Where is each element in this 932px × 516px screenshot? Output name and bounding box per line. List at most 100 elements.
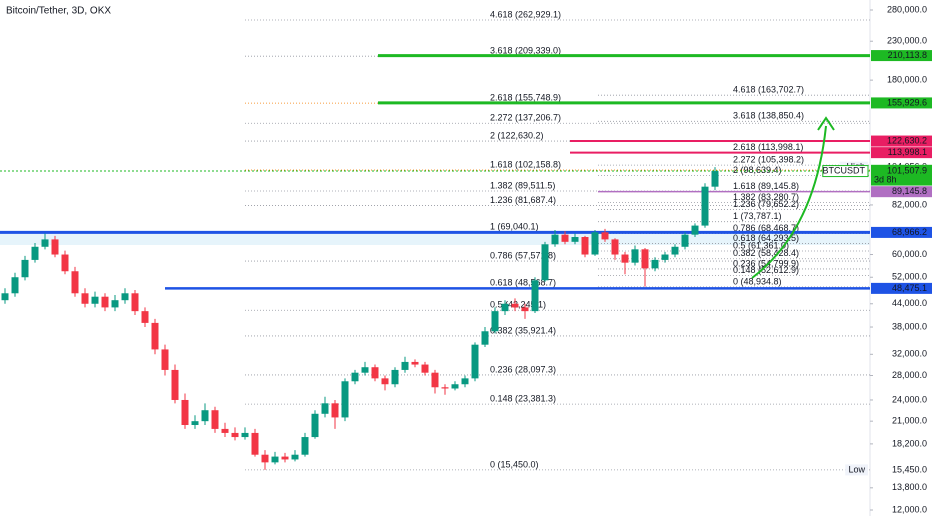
- fib-label: 0.786 (57,571.8): [490, 250, 556, 260]
- candle-body: [231, 432, 239, 438]
- candle-body: [111, 300, 119, 308]
- price-badge-label: 122,630.2: [887, 135, 927, 145]
- price-badge: [871, 226, 932, 238]
- price-badge-label: 68,966.2: [892, 227, 927, 237]
- countdown-label: 3d 8h: [874, 174, 897, 184]
- candle-body: [201, 410, 209, 422]
- price-badge: [871, 50, 932, 62]
- candle-body: [471, 344, 479, 379]
- price-badge: [871, 186, 932, 198]
- candle-body: [91, 296, 99, 304]
- candle-body: [1, 293, 9, 301]
- fib-label: 2.618 (155,748.9): [490, 92, 561, 102]
- price-badge-label: 113,998.1: [888, 147, 927, 157]
- fib-label: 0.382 (58,428.4): [733, 248, 799, 258]
- candle-body: [371, 367, 379, 379]
- fib-label: 4.618 (262,929.1): [490, 9, 561, 19]
- candle-body: [461, 378, 469, 385]
- candle-body: [691, 225, 699, 235]
- candle-body: [351, 372, 359, 382]
- support-zone: [0, 233, 870, 245]
- fib-label: 2.272 (105,398.2): [733, 154, 804, 164]
- candle-body: [101, 296, 109, 308]
- fib-label: 0.236 (54,799.9): [733, 258, 799, 268]
- candle-body: [11, 277, 19, 294]
- candle-body: [151, 322, 159, 350]
- fib-label: 0.786 (68,468.7): [733, 223, 799, 233]
- fib-label: 4.618 (163,702.7): [733, 85, 804, 95]
- y-tick-label: 28,000.0: [892, 370, 927, 380]
- candle-body: [161, 349, 169, 370]
- price-badge-label: 15,450.0: [892, 464, 927, 474]
- fib-label: 0.236 (28,097.3): [490, 364, 556, 374]
- candle-body: [701, 186, 709, 226]
- y-tick-label: 38,000.0: [892, 321, 927, 331]
- y-tick-label: 280,000.0: [887, 4, 927, 14]
- candle-body: [171, 369, 179, 400]
- fib-label: 0.5 (61,361.0): [733, 240, 789, 250]
- fib-label: 0 (15,450.0): [490, 459, 539, 469]
- candle-body: [211, 410, 219, 429]
- price-badge-label: 210,113.8: [888, 50, 927, 60]
- fib-label: 2.618 (113,998.1): [733, 142, 803, 152]
- candle-body: [51, 239, 59, 255]
- candle-body: [621, 254, 629, 263]
- candle-body: [41, 239, 49, 247]
- y-tick-label: 24,000.0: [892, 394, 927, 404]
- y-tick-label: 82,000.0: [892, 199, 927, 209]
- candle-body: [31, 246, 39, 260]
- candle-body: [301, 437, 309, 455]
- candle-body: [671, 246, 679, 255]
- price-badge-label: 89,145.8: [892, 186, 927, 196]
- candle-body: [381, 378, 389, 385]
- candle-body: [591, 232, 599, 255]
- fib-label: 1.236 (79,652.2): [733, 199, 799, 209]
- candle-body: [411, 361, 419, 365]
- price-badge: [871, 464, 932, 476]
- candle-body: [71, 271, 79, 294]
- candle-body: [391, 369, 399, 385]
- candle-body: [481, 331, 489, 345]
- fib-label: 2 (122,630.2): [490, 130, 544, 140]
- price-badge: [871, 165, 932, 186]
- candle-body: [491, 311, 499, 332]
- fib-label: 3.618 (138,850.4): [733, 111, 804, 121]
- candle-body: [141, 311, 149, 323]
- candle-body: [451, 384, 459, 389]
- y-tick-label: 180,000.0: [887, 75, 927, 85]
- fib-label: 0.148 (23,381.3): [490, 393, 556, 403]
- candle-body: [321, 403, 329, 414]
- candle-body: [341, 381, 349, 418]
- candle-body: [131, 293, 139, 312]
- candle-body: [291, 454, 299, 460]
- candle-body: [541, 244, 549, 281]
- candle-body: [421, 364, 429, 373]
- arrow-head: [817, 116, 835, 131]
- tag-label: Low: [848, 464, 865, 474]
- fib-label: 2 (98,639.4): [733, 165, 782, 175]
- candle-body: [551, 234, 559, 245]
- candle-body: [641, 249, 649, 269]
- price-badge: [871, 147, 932, 159]
- candle-body: [281, 456, 289, 460]
- price-badge: [871, 97, 932, 109]
- candle-body: [311, 413, 319, 438]
- fib-label: 1 (73,787.1): [733, 211, 782, 221]
- candle-body: [331, 403, 339, 418]
- y-tick-label: 18,200.0: [892, 438, 927, 448]
- tag-box: [845, 464, 868, 476]
- candle-body: [191, 421, 199, 425]
- y-tick-label: 230,000.0: [887, 36, 927, 46]
- candle-body: [511, 303, 519, 308]
- candle-body: [121, 293, 129, 301]
- candle-body: [631, 249, 639, 263]
- chart-title: Bitcoin/Tether, 3D, OKX: [6, 6, 111, 17]
- candle-body: [571, 237, 579, 242]
- tag-box: [822, 165, 869, 178]
- candle-body: [581, 237, 589, 255]
- plot: 280,000.0 230,000.0 180,000.0 82,000.0 60,00…: [0, 4, 927, 514]
- candle-body: [601, 232, 609, 240]
- fib-label: 3.618 (209,339.0): [490, 46, 561, 56]
- price-badge: [871, 282, 932, 294]
